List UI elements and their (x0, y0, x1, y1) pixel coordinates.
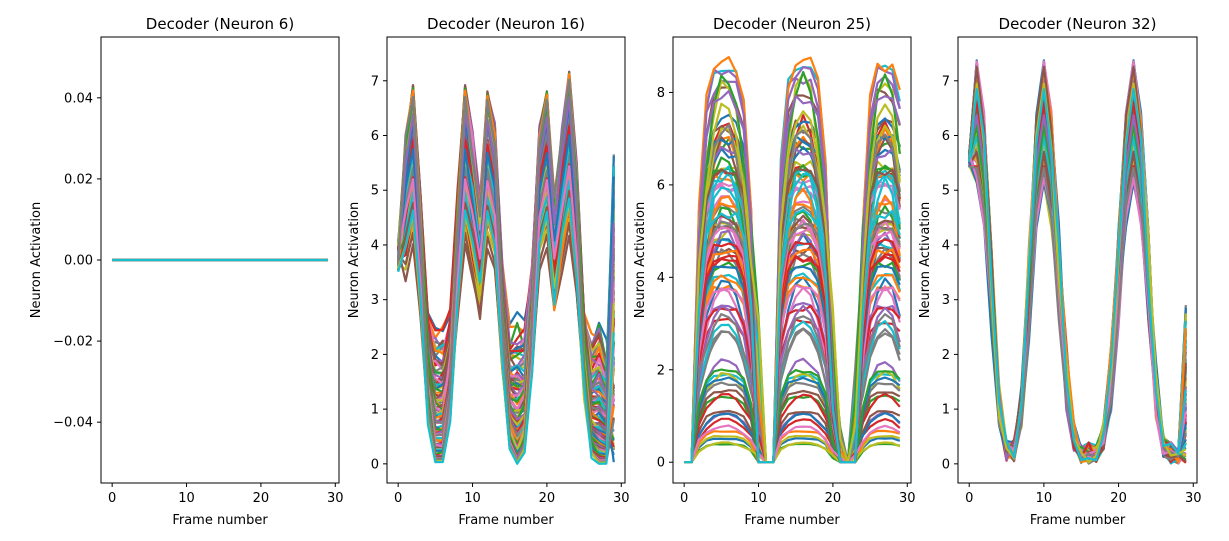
y-axis-label: Neuron Activation (29, 202, 44, 318)
y-tick-label: 5 (942, 184, 950, 199)
y-axis-label: Neuron Activation (918, 202, 933, 318)
series-line (684, 409, 901, 464)
x-tick-label: 20 (1110, 491, 1127, 506)
series-line (684, 411, 901, 464)
y-tick-label: 0 (657, 456, 665, 471)
x-axis-label: Frame number (458, 513, 554, 528)
x-tick-label: 0 (965, 491, 973, 506)
y-tick-label: 0 (371, 457, 379, 472)
y-tick-label: 0.02 (64, 172, 93, 187)
x-tick-label: 10 (1036, 491, 1053, 506)
y-tick-label: 6 (657, 178, 665, 193)
x-tick-label: 30 (1185, 491, 1202, 506)
y-axis-label: Neuron Activation (633, 202, 648, 318)
plot-frame (672, 36, 912, 484)
series-line (684, 320, 901, 464)
series-line (684, 304, 901, 464)
series-line (684, 89, 901, 464)
series-line (684, 284, 901, 464)
series-line (684, 376, 901, 464)
y-tick-label: 7 (942, 74, 950, 89)
x-axis-label: Frame number (744, 513, 840, 528)
series-line (684, 208, 901, 464)
x-tick-label: 10 (178, 491, 195, 506)
y-tick-label: 2 (657, 363, 665, 378)
series-line (684, 327, 901, 464)
x-tick-label: 20 (253, 491, 270, 506)
y-tick-label: 1 (942, 403, 950, 418)
y-tick-label: 6 (942, 129, 950, 144)
y-tick-label: 3 (942, 293, 950, 308)
x-tick-label: 20 (539, 491, 556, 506)
x-tick-label: 10 (750, 491, 767, 506)
series-line (684, 102, 901, 464)
x-tick-label: 30 (899, 491, 916, 506)
series-line (397, 197, 615, 465)
y-tick-label: 5 (371, 184, 379, 199)
series-line (684, 424, 901, 464)
chart-title: Decoder (Neuron 6) (146, 15, 294, 33)
series-line (684, 253, 901, 464)
x-tick-label: 0 (108, 491, 116, 506)
x-tick-label: 0 (394, 491, 402, 506)
chart-panel-2: 0 10 20 30 0 1 2 3 4 5 6 7 Decoder (Neuron 16) Frame … (347, 15, 630, 528)
series-line (684, 392, 901, 464)
x-tick-label: 10 (464, 491, 481, 506)
y-axis-label: Neuron Activation (347, 202, 362, 318)
series-group (968, 59, 1187, 465)
y-tick-label: 4 (942, 238, 950, 253)
series-group (684, 55, 901, 464)
y-tick-label: 3 (371, 293, 379, 308)
series-line (684, 368, 901, 464)
y-tick-label: −0.02 (53, 335, 93, 350)
series-line (684, 429, 901, 464)
chart-panel-4: 0 10 20 30 0 1 2 3 4 5 6 7 Decoder (Neuron 32) Frame … (918, 15, 1202, 528)
chart-title: Decoder (Neuron 16) (427, 15, 585, 33)
y-tick-label: 8 (657, 86, 665, 101)
y-tick-label: 2 (942, 348, 950, 363)
y-tick-label: 7 (371, 74, 379, 89)
series-group (397, 70, 615, 465)
y-tick-label: 0.04 (64, 91, 93, 106)
x-tick-label: 0 (680, 491, 688, 506)
chart-panel-1: 0 10 20 30 −0.04 −0.02 0.00 0.02 0.04 Decoder (Ne… (29, 15, 344, 528)
series-line (968, 68, 1187, 457)
x-tick-label: 20 (825, 491, 842, 506)
plot-frame (957, 36, 1198, 484)
series-line (968, 82, 1187, 464)
x-axis-label: Frame number (1030, 513, 1126, 528)
y-tick-label: 4 (371, 238, 379, 253)
plot-frame (386, 36, 626, 484)
y-tick-label: 6 (371, 129, 379, 144)
y-tick-label: 0.00 (64, 254, 93, 269)
chart-panel-3: 0 10 20 30 0 2 4 6 8 Decoder (Neuron 25) Frame num… (633, 15, 916, 528)
y-tick-label: 0 (942, 457, 950, 472)
y-tick-label: 1 (371, 403, 379, 418)
chart-title: Decoder (Neuron 25) (713, 15, 871, 33)
y-tick-label: −0.04 (53, 416, 93, 431)
series-line (684, 313, 901, 464)
chart-title: Decoder (Neuron 32) (999, 15, 1157, 33)
series-line (684, 441, 901, 464)
y-tick-label: 4 (657, 271, 665, 286)
x-tick-label: 30 (613, 491, 630, 506)
x-axis-label: Frame number (172, 513, 268, 528)
series-line (684, 435, 901, 464)
series-line (968, 87, 1187, 462)
y-tick-label: 2 (371, 348, 379, 363)
series-line (684, 389, 901, 464)
x-tick-label: 30 (327, 491, 344, 506)
